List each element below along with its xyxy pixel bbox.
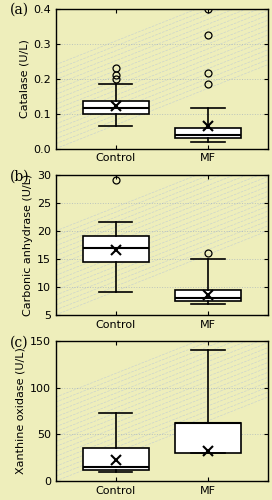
Y-axis label: Carbonic anhydrase (U/L): Carbonic anhydrase (U/L) — [23, 174, 33, 316]
Y-axis label: Catalase (U/L): Catalase (U/L) — [19, 39, 29, 118]
Text: (a): (a) — [9, 3, 29, 17]
PathPatch shape — [175, 290, 241, 301]
Text: (c): (c) — [9, 336, 28, 349]
PathPatch shape — [175, 423, 241, 453]
PathPatch shape — [83, 448, 149, 470]
PathPatch shape — [175, 128, 241, 138]
PathPatch shape — [83, 102, 149, 114]
PathPatch shape — [83, 236, 149, 262]
Y-axis label: Xanthine oxidase (U/L): Xanthine oxidase (U/L) — [16, 348, 26, 474]
Text: (b): (b) — [9, 170, 29, 183]
